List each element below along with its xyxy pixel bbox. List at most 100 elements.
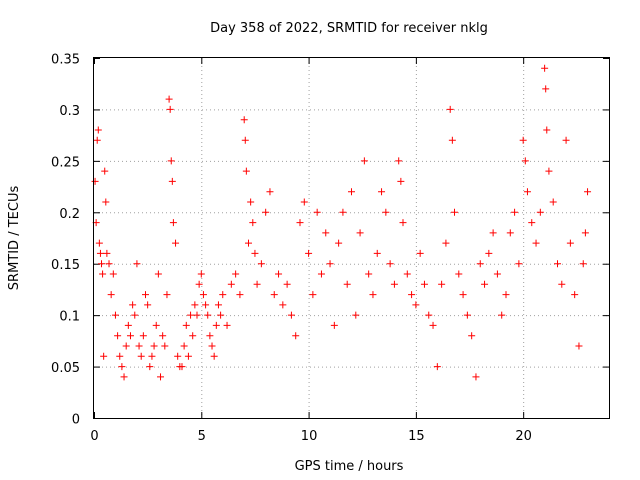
- data-point: [253, 280, 261, 288]
- data-point: [232, 270, 240, 278]
- data-point: [180, 342, 188, 350]
- data-point: [373, 249, 381, 257]
- data-point: [242, 167, 250, 175]
- y-tick-label: 0.1: [59, 310, 80, 325]
- data-point: [545, 167, 553, 175]
- data-point: [579, 260, 587, 268]
- x-tick-label: 5: [198, 429, 206, 444]
- data-point: [116, 352, 124, 360]
- data-point: [558, 280, 566, 288]
- data-point: [352, 311, 360, 319]
- data-point: [322, 229, 330, 237]
- data-point: [463, 311, 471, 319]
- data-point: [498, 311, 506, 319]
- data-point: [126, 332, 134, 340]
- data-point: [270, 291, 278, 299]
- grid-lines: [94, 58, 609, 418]
- data-point: [165, 95, 173, 103]
- data-point: [208, 342, 216, 350]
- data-point: [191, 301, 199, 309]
- data-point: [172, 239, 180, 247]
- data-point: [93, 136, 101, 144]
- data-point: [279, 301, 287, 309]
- data-point: [317, 270, 325, 278]
- data-point: [521, 157, 529, 165]
- data-point: [95, 239, 103, 247]
- data-point: [109, 270, 117, 278]
- plot-frame: [93, 57, 610, 419]
- data-point: [157, 373, 165, 381]
- data-point: [348, 188, 355, 196]
- data-point: [549, 198, 557, 206]
- data-point: [131, 311, 139, 319]
- data-point: [489, 229, 497, 237]
- y-tick-labels: 0 0.05 0.1 0.15 0.2 0.25 0.3 0.35: [51, 53, 80, 428]
- data-point: [101, 167, 109, 175]
- data-point: [403, 270, 411, 278]
- y-tick-label: 0.35: [51, 53, 80, 68]
- x-tick-label: 15: [408, 429, 425, 444]
- data-point: [416, 249, 424, 257]
- data-point: [442, 239, 450, 247]
- data-point: [562, 136, 570, 144]
- data-point: [94, 126, 102, 134]
- data-point: [98, 260, 106, 268]
- data-point: [305, 249, 313, 257]
- data-point: [584, 188, 592, 196]
- data-point: [395, 157, 403, 165]
- data-point: [193, 311, 201, 319]
- data-point: [365, 270, 373, 278]
- data-point: [262, 208, 270, 216]
- data-point: [163, 291, 171, 299]
- data-point: [197, 270, 205, 278]
- data-point: [214, 301, 222, 309]
- data-point: [390, 280, 398, 288]
- data-point: [227, 280, 235, 288]
- data-point: [523, 188, 531, 196]
- data-point: [571, 291, 579, 299]
- data-point: [266, 188, 274, 196]
- data-point: [356, 229, 364, 237]
- data-point: [102, 198, 110, 206]
- data-point: [202, 301, 210, 309]
- data-point: [343, 280, 351, 288]
- data-point: [532, 239, 540, 247]
- data-point: [137, 352, 145, 360]
- data-point: [433, 363, 441, 371]
- data-point: [107, 291, 115, 299]
- data-point: [118, 363, 126, 371]
- data-point: [212, 321, 220, 329]
- data-point: [159, 332, 167, 340]
- data-point: [251, 249, 259, 257]
- data-point: [541, 64, 549, 72]
- data-point: [554, 260, 561, 268]
- data-point: [581, 229, 589, 237]
- data-point: [283, 280, 291, 288]
- data-point: [309, 291, 317, 299]
- data-point: [195, 280, 203, 288]
- axis-ticks: [94, 58, 609, 419]
- data-point: [105, 260, 113, 268]
- data-point: [542, 85, 550, 93]
- data-point: [199, 291, 207, 299]
- data-point: [133, 260, 141, 268]
- data-point: [168, 177, 176, 185]
- data-point: [543, 126, 551, 134]
- data-point: [511, 208, 519, 216]
- data-point: [152, 321, 160, 329]
- data-point: [468, 332, 476, 340]
- data-point: [408, 291, 416, 299]
- data-point: [206, 332, 214, 340]
- data-points: [91, 64, 592, 381]
- data-point: [223, 321, 231, 329]
- data-point: [313, 208, 321, 216]
- data-point: [369, 291, 377, 299]
- data-point: [429, 321, 437, 329]
- data-point: [515, 260, 523, 268]
- data-point: [451, 208, 458, 216]
- data-point: [382, 208, 390, 216]
- data-point: [506, 229, 514, 237]
- x-tick-label: 0: [90, 429, 98, 444]
- data-point: [275, 270, 283, 278]
- x-tick-label: 10: [301, 429, 318, 444]
